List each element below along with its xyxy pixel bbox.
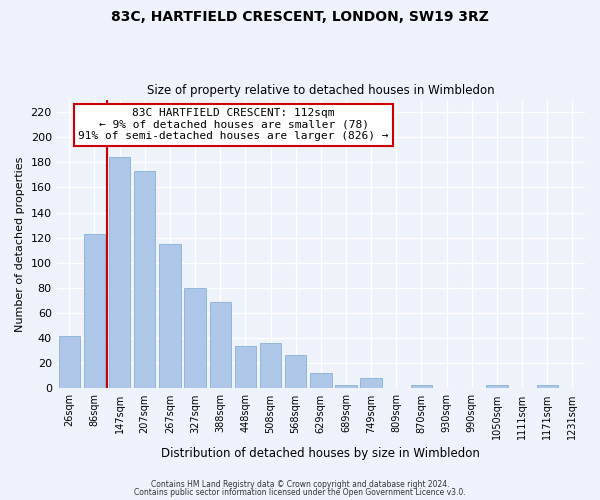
Bar	[310, 374, 332, 388]
Text: 83C HARTFIELD CRESCENT: 112sqm
← 9% of detached houses are smaller (78)
91% of s: 83C HARTFIELD CRESCENT: 112sqm ← 9% of d…	[79, 108, 389, 142]
Text: 83C, HARTFIELD CRESCENT, LONDON, SW19 3RZ: 83C, HARTFIELD CRESCENT, LONDON, SW19 3R…	[111, 10, 489, 24]
Text: Contains public sector information licensed under the Open Government Licence v3: Contains public sector information licen…	[134, 488, 466, 497]
Bar	[209, 302, 231, 388]
Bar	[285, 354, 307, 388]
Text: Contains HM Land Registry data © Crown copyright and database right 2024.: Contains HM Land Registry data © Crown c…	[151, 480, 449, 489]
Bar	[536, 384, 558, 388]
Bar	[335, 384, 356, 388]
Bar	[411, 384, 432, 388]
Bar	[184, 288, 206, 388]
Title: Size of property relative to detached houses in Wimbledon: Size of property relative to detached ho…	[147, 84, 494, 97]
Bar	[235, 346, 256, 389]
Bar	[109, 158, 130, 388]
Bar	[159, 244, 181, 388]
Bar	[134, 171, 155, 388]
Bar	[59, 336, 80, 388]
Y-axis label: Number of detached properties: Number of detached properties	[15, 156, 25, 332]
X-axis label: Distribution of detached houses by size in Wimbledon: Distribution of detached houses by size …	[161, 447, 480, 460]
Bar	[84, 234, 105, 388]
Bar	[260, 343, 281, 388]
Bar	[486, 384, 508, 388]
Bar	[361, 378, 382, 388]
